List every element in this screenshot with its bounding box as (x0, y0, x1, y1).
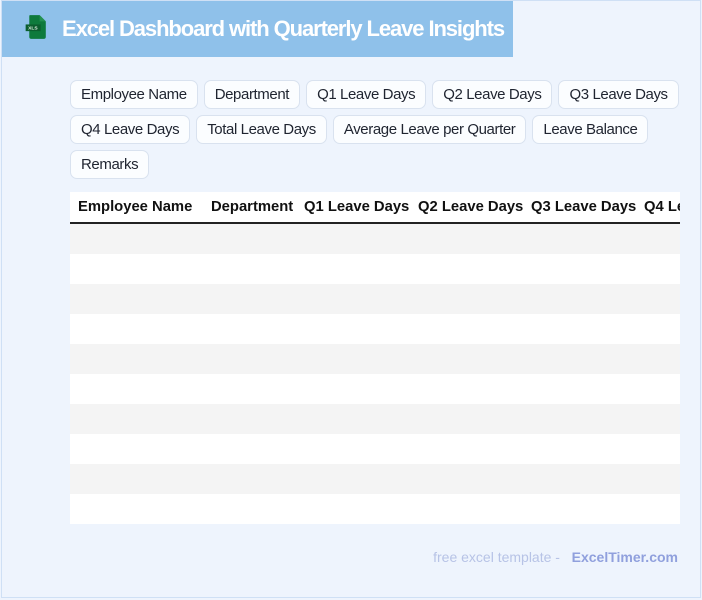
svg-text:XLS: XLS (28, 25, 38, 31)
